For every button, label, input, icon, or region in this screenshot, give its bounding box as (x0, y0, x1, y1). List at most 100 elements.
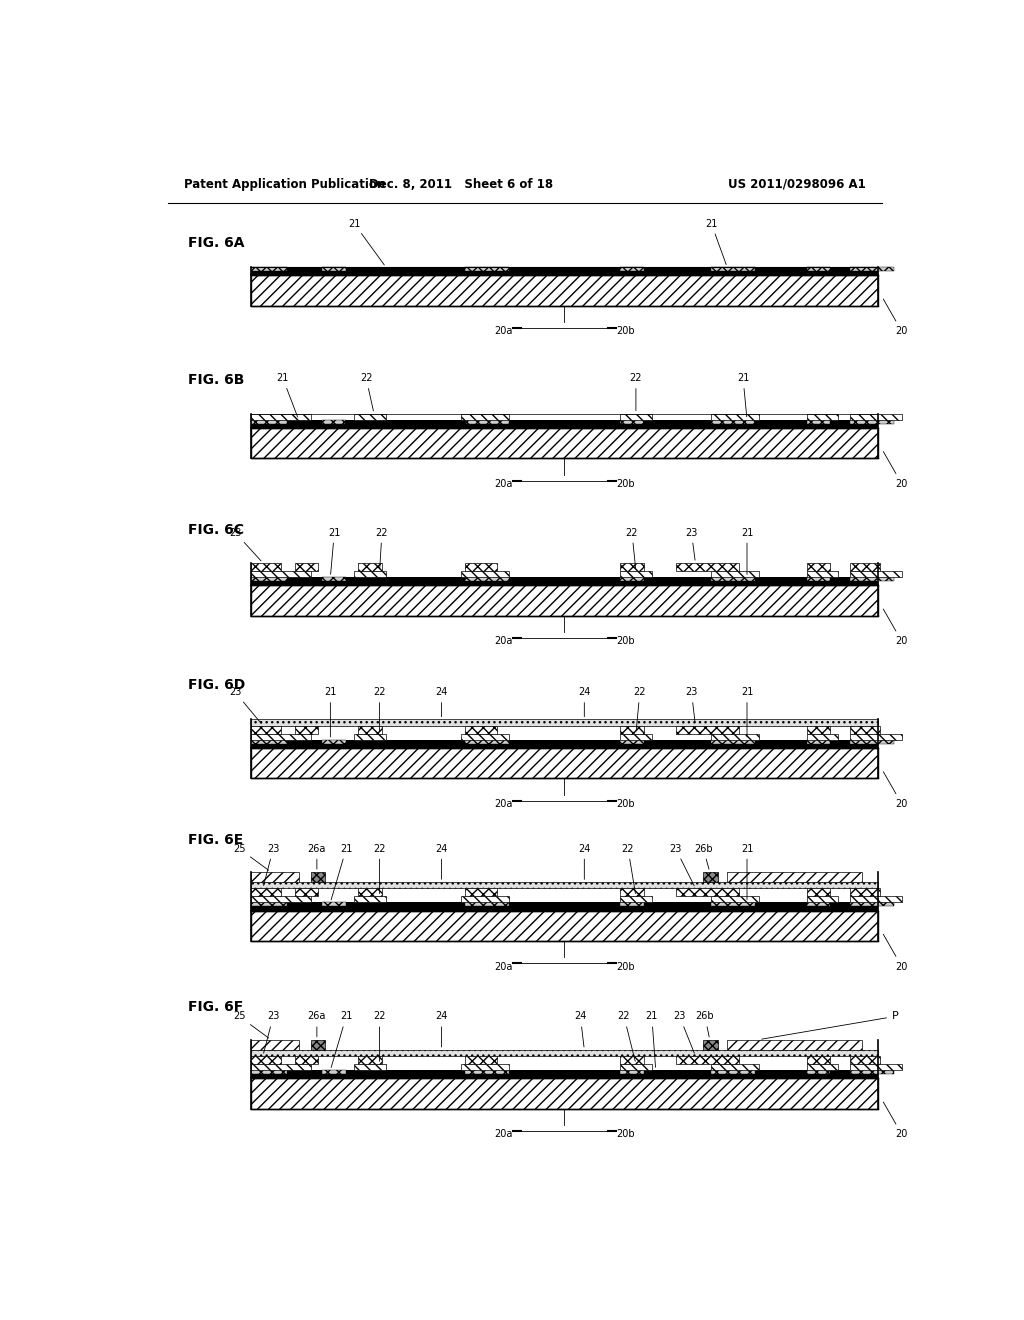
Bar (712, 896, 759, 903)
Bar (462, 1064, 509, 1071)
Text: 20b: 20b (616, 961, 635, 972)
Bar (620, 1064, 651, 1071)
Bar (850, 734, 902, 739)
Bar (251, 1049, 878, 1056)
Bar (251, 896, 310, 903)
Bar (251, 882, 878, 888)
Text: 21: 21 (276, 374, 298, 417)
Bar (807, 267, 830, 271)
Bar (251, 577, 878, 581)
Bar (465, 1056, 497, 1064)
Text: 20a: 20a (495, 326, 513, 337)
Text: 21: 21 (706, 219, 726, 264)
Bar (323, 903, 346, 907)
Bar (850, 888, 881, 896)
Bar (850, 577, 894, 581)
Bar (712, 577, 755, 581)
Bar (251, 562, 282, 572)
Bar (251, 739, 287, 744)
Bar (251, 267, 878, 271)
Text: 20a: 20a (495, 479, 513, 488)
Bar (807, 896, 839, 903)
Text: 21: 21 (740, 528, 754, 574)
Bar (620, 1071, 644, 1074)
Text: 22: 22 (359, 374, 374, 411)
Bar (807, 413, 839, 420)
Text: 23: 23 (263, 843, 280, 886)
Bar (358, 1056, 382, 1064)
Bar (310, 1040, 325, 1049)
Text: 20b: 20b (616, 479, 635, 488)
Text: 21: 21 (325, 688, 337, 737)
Bar (251, 739, 878, 744)
Bar (354, 734, 386, 739)
Text: 22: 22 (622, 843, 636, 894)
Text: 26b: 26b (695, 1011, 715, 1038)
Text: 23: 23 (229, 688, 261, 723)
Text: 23: 23 (674, 1011, 694, 1053)
Text: 21: 21 (328, 528, 341, 574)
Bar (251, 267, 287, 271)
Text: 22: 22 (617, 1011, 635, 1061)
Bar (465, 1071, 509, 1074)
Text: 22: 22 (626, 528, 638, 569)
Bar (620, 903, 644, 907)
Bar (620, 572, 651, 577)
Bar (807, 888, 830, 896)
Text: 21: 21 (645, 1011, 658, 1068)
Bar (703, 873, 718, 882)
Bar (251, 903, 878, 907)
Bar (465, 420, 509, 424)
Bar (465, 888, 497, 896)
Bar (251, 424, 878, 428)
Bar (703, 1040, 718, 1049)
Text: 20a: 20a (495, 961, 513, 972)
Bar (620, 896, 651, 903)
Bar (807, 562, 830, 572)
Text: 23: 23 (229, 528, 261, 561)
Bar (295, 726, 318, 734)
Bar (251, 428, 878, 458)
Text: 24: 24 (435, 843, 447, 879)
Bar (712, 267, 755, 271)
Bar (850, 267, 894, 271)
Bar (850, 739, 894, 744)
Text: 26b: 26b (694, 843, 713, 870)
Bar (620, 734, 651, 739)
Text: 24: 24 (435, 688, 447, 717)
Bar (465, 903, 509, 907)
Bar (295, 1056, 318, 1064)
Bar (712, 903, 755, 907)
Text: 26a: 26a (307, 843, 326, 869)
Text: 23: 23 (263, 1011, 280, 1053)
Text: Dec. 8, 2011   Sheet 6 of 18: Dec. 8, 2011 Sheet 6 of 18 (370, 178, 553, 191)
Text: 25: 25 (232, 1011, 268, 1038)
Text: P: P (762, 1011, 899, 1039)
Bar (850, 1064, 902, 1071)
Text: 20b: 20b (616, 636, 635, 647)
Bar (251, 577, 287, 581)
Bar (465, 577, 509, 581)
Text: FIG. 6E: FIG. 6E (187, 833, 243, 846)
Bar (620, 413, 651, 420)
Bar (358, 726, 382, 734)
Bar (323, 739, 346, 744)
Text: 26a: 26a (307, 1011, 326, 1036)
Bar (676, 1056, 739, 1064)
Text: FIG. 6D: FIG. 6D (187, 678, 245, 692)
Bar (310, 873, 325, 882)
Text: 23: 23 (685, 688, 697, 723)
Text: 22: 22 (630, 374, 642, 411)
Text: 23: 23 (685, 528, 697, 560)
Bar (807, 734, 839, 739)
Text: 20a: 20a (495, 636, 513, 647)
Bar (251, 1071, 287, 1074)
Bar (712, 1064, 759, 1071)
Bar (251, 888, 282, 896)
Bar (295, 888, 318, 896)
Text: 22: 22 (376, 528, 388, 569)
Bar (354, 896, 386, 903)
Bar (251, 744, 878, 748)
Bar (620, 267, 644, 271)
Bar (251, 1074, 878, 1078)
